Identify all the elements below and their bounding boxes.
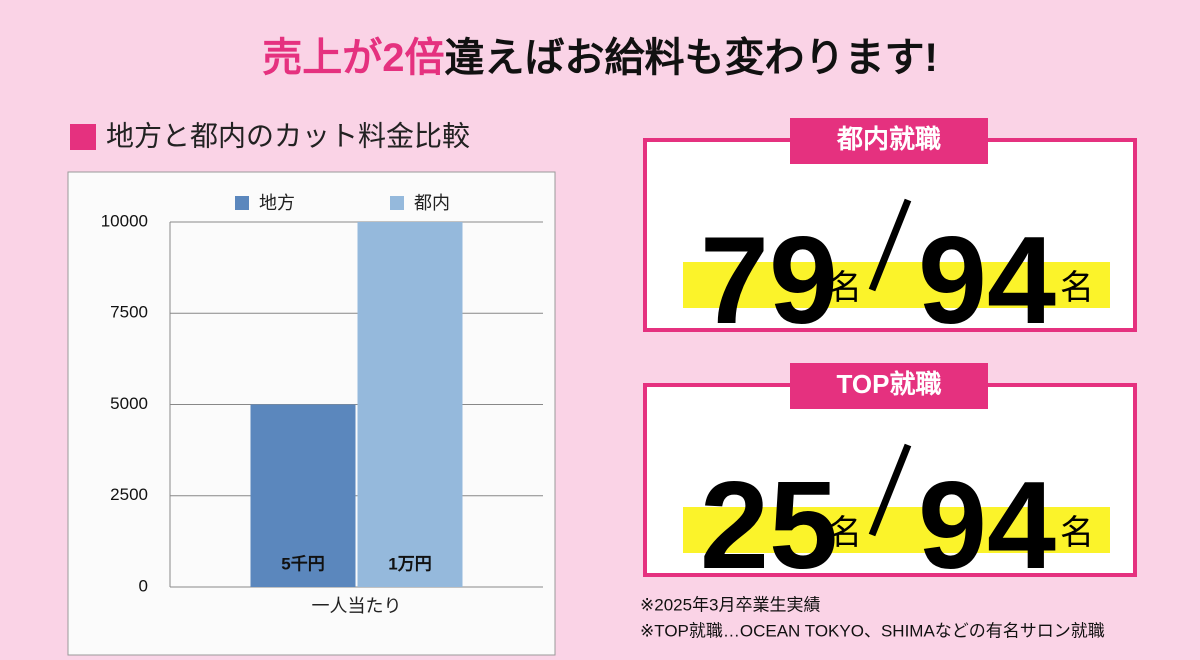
title-rest: 違えばお給料も変わります! <box>444 35 937 80</box>
heading-square <box>70 124 96 150</box>
legend-swatch <box>390 196 404 210</box>
y-tick-label: 10000 <box>101 211 148 230</box>
stat-unit: 名 <box>828 269 862 307</box>
value-label: 1万円 <box>388 554 431 573</box>
stat-unit: 名 <box>828 514 862 552</box>
legend-swatch <box>235 196 249 210</box>
slash <box>868 198 912 292</box>
stat-unit: 名 <box>1060 269 1094 307</box>
stat-label: 都内就職 <box>836 124 941 154</box>
stat-tab <box>790 118 988 164</box>
stat-unit: 名 <box>1060 514 1094 552</box>
note: ※TOP就職…OCEAN TOKYO、SHIMAなどの有名サロン就職 <box>640 621 1105 640</box>
title-highlight: 売上が2倍 <box>262 36 444 80</box>
legend-label: 都内 <box>414 193 450 213</box>
stat-count: 79 <box>700 212 838 350</box>
bar <box>357 222 463 587</box>
bar <box>250 404 356 587</box>
note: ※2025年3月卒業生実績 <box>640 595 821 614</box>
x-tick-label: 一人当たり <box>312 596 402 616</box>
stat-count: 25 <box>700 457 838 595</box>
stat-total: 94 <box>918 457 1056 595</box>
y-tick-label: 0 <box>139 576 148 595</box>
stat-total: 94 <box>918 212 1056 350</box>
title: 売上が2倍違えばお給料も変わります! <box>262 35 938 80</box>
chart-title: 地方と都内のカット料金比較 <box>106 120 470 151</box>
y-tick-label: 5000 <box>110 394 148 413</box>
stat-label: TOP就職 <box>837 369 942 399</box>
y-tick-label: 7500 <box>110 303 148 322</box>
stat-tab <box>790 363 988 409</box>
highlight <box>683 262 1110 308</box>
legend-label: 地方 <box>259 193 295 213</box>
y-tick-label: 2500 <box>110 485 148 504</box>
slash <box>868 443 912 537</box>
value-label: 5千円 <box>281 554 324 573</box>
highlight <box>683 507 1110 553</box>
